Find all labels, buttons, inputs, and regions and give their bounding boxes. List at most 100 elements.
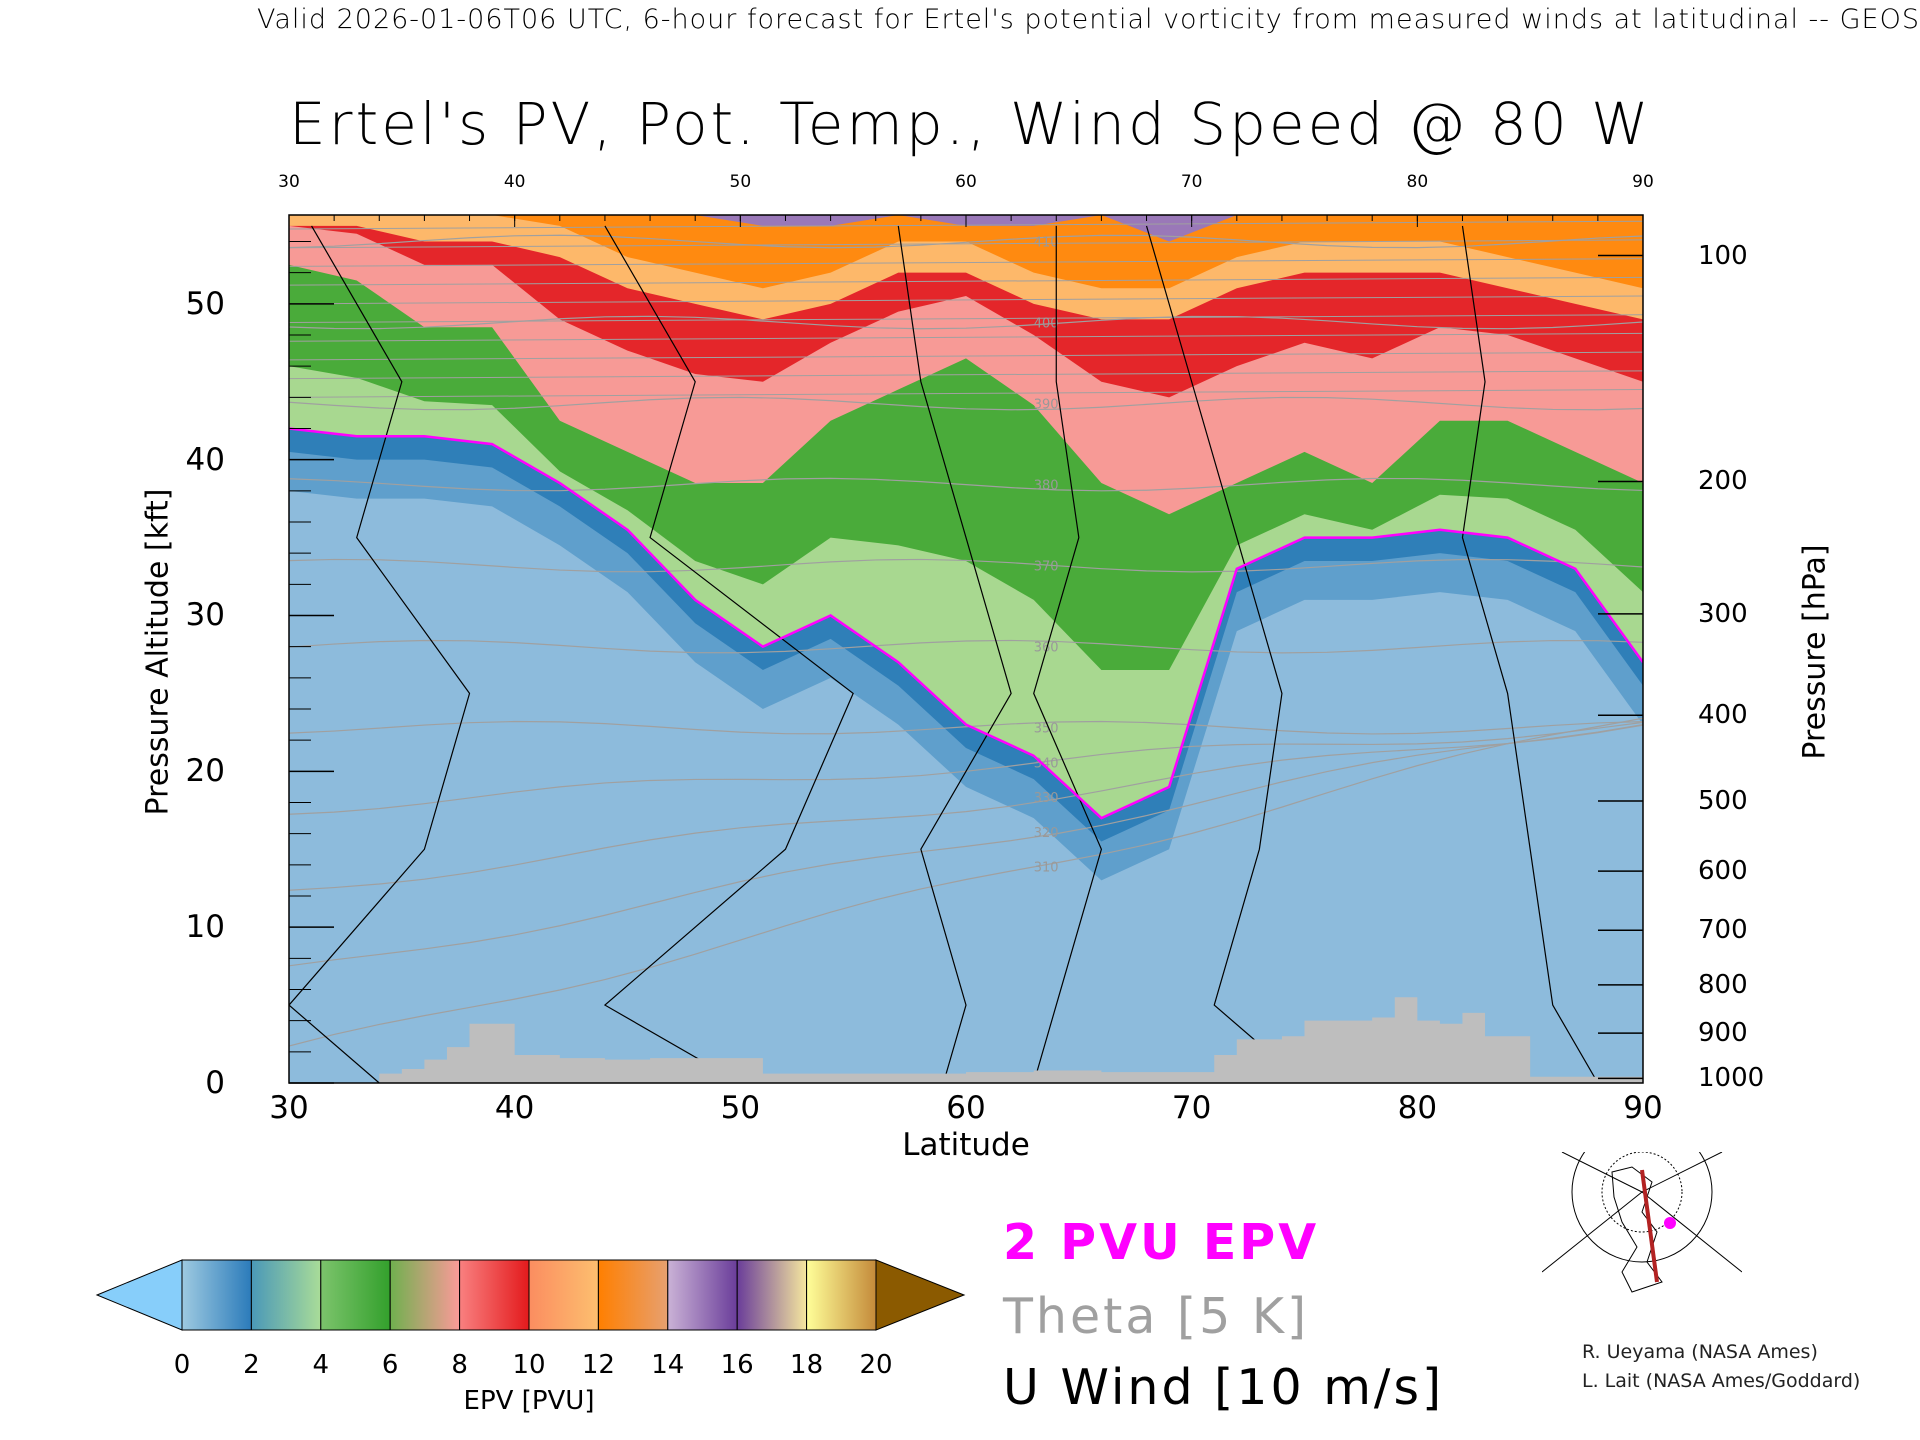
theta-contour: [289, 314, 1643, 324]
top-tick-label: 90: [1632, 172, 1654, 192]
locator-map: [1542, 1152, 1742, 1293]
pressure-tick-label: 700: [1698, 915, 1748, 946]
theta-label: 360: [1034, 641, 1059, 656]
wind-contour: [897, 225, 1012, 1083]
colorbar-under-triangle: [95, 1259, 183, 1331]
map-meridian: [1542, 1191, 1643, 1273]
map-meridian: [1641, 1191, 1742, 1273]
theta-contour: [289, 234, 1643, 249]
theta-contour: [289, 477, 1643, 492]
theta-label: 330: [1034, 791, 1059, 806]
x-tick-label: 50: [720, 1090, 761, 1126]
colorbar-tick-label: 4: [312, 1350, 330, 1380]
pressure-tick-label: 600: [1698, 856, 1748, 887]
pressure-tick-label: 1000: [1698, 1063, 1765, 1094]
map-location-dot: [1664, 1217, 1676, 1229]
colorbar-tick-label: 6: [381, 1350, 399, 1380]
chart-title: Ertel's PV, Pot. Temp., Wind Speed @ 80 …: [289, 90, 1652, 158]
pvu2-contour: [289, 427, 1643, 820]
theta-contour: [289, 558, 1643, 573]
wind-contour: [1145, 225, 1305, 1083]
colorbar-tick-label: 0: [173, 1350, 191, 1380]
x-tick-label: 80: [1397, 1090, 1438, 1126]
map-meridian: [1561, 1152, 1643, 1193]
theta-contour: [289, 396, 1643, 411]
colorbar-tick-label: 16: [720, 1350, 754, 1380]
theta-contour: [289, 724, 1643, 891]
top-tick-label: 80: [1406, 172, 1429, 192]
legend-pvu: 2 PVU EPV: [1003, 1214, 1320, 1271]
colorbar-segment: [320, 1259, 391, 1331]
top-tick-label: 50: [729, 172, 752, 192]
theta-contour: [289, 258, 1643, 267]
theta-contour: [289, 717, 1643, 1047]
colorbar-segment: [181, 1259, 252, 1331]
legend-wind: U Wind [10 m/s]: [1003, 1359, 1445, 1416]
pressure-tick-label: 500: [1698, 785, 1748, 816]
colorbar-tick-label: 12: [581, 1350, 615, 1380]
colorbar-tick-label: 8: [451, 1350, 468, 1380]
colorbar-segment: [459, 1259, 530, 1331]
colorbar-segment: [389, 1259, 461, 1331]
theta-contour: [289, 295, 1643, 305]
map-coastline: [1611, 1166, 1663, 1293]
pressure-tick-label: 100: [1698, 240, 1748, 271]
colorbar-segment: [250, 1259, 322, 1331]
colorbar-segment: [597, 1259, 669, 1331]
pressure-tick-label: 300: [1698, 598, 1748, 629]
theta-contour: [289, 239, 1643, 249]
map-latitude-circle: [1571, 1152, 1713, 1263]
colorbar-tick-label: 20: [859, 1350, 893, 1380]
x-tick-label: 30: [269, 1090, 309, 1126]
theta-contour: [289, 723, 1643, 967]
theta-contour: [289, 639, 1643, 654]
pressure-tick-label: 400: [1698, 700, 1748, 731]
wind-contour: [603, 225, 854, 1083]
y-tick-label: 0: [205, 1065, 225, 1101]
theta-contour: [289, 389, 1643, 398]
y2-axis-title: Pressure [hPa]: [1797, 544, 1833, 760]
colorbar-over-triangle: [875, 1259, 966, 1331]
top-title: Valid 2026-01-06T06 UTC, 6-hour forecast…: [256, 4, 1920, 35]
map-meridian: [1641, 1152, 1723, 1193]
theta-contour: [289, 276, 1643, 286]
colorbar-tick-label: 10: [512, 1350, 546, 1380]
theta-contour: [289, 370, 1643, 380]
colorbar-segment: [736, 1259, 808, 1331]
map-latitude-circle: [1601, 1152, 1683, 1233]
map-cross-section-line: [1640, 1169, 1659, 1283]
pressure-tick-label: 800: [1698, 969, 1748, 1000]
colorbar-tick-label: 2: [243, 1350, 260, 1380]
wind-contour: [1461, 225, 1599, 1083]
colorbar-segment: [806, 1259, 877, 1331]
top-tick-label: 70: [1180, 172, 1203, 192]
terrain: [289, 997, 1643, 1083]
y-tick-label: 30: [185, 597, 225, 634]
y-tick-label: 50: [185, 285, 225, 322]
legend-theta: Theta [5 K]: [1003, 1288, 1310, 1345]
wind-contour: [289, 225, 471, 1083]
y-axis-title: Pressure Altitude [kft]: [140, 488, 176, 816]
colorbar-tick-label: 18: [790, 1350, 824, 1380]
colorbar-tick-label: 14: [651, 1350, 685, 1380]
theta-label: 310: [1034, 861, 1059, 876]
theta-contour: [289, 351, 1643, 361]
x-tick-label: 90: [1623, 1090, 1663, 1126]
theta-contour: [289, 332, 1643, 342]
pressure-tick-label: 900: [1698, 1018, 1748, 1049]
y-tick-label: 10: [185, 909, 225, 946]
theta-label: 320: [1034, 826, 1059, 841]
colorbar-segment: [528, 1259, 599, 1331]
colorbar-segment: [667, 1259, 738, 1331]
credit-line-2: L. Lait (NASA Ames/Goddard): [1582, 1370, 1861, 1392]
theta-label: 350: [1034, 722, 1059, 737]
y-tick-label: 20: [185, 753, 225, 790]
top-tick-label: 40: [503, 172, 526, 192]
x-axis-title: Latitude: [902, 1127, 1030, 1163]
x-tick-label: 60: [946, 1090, 986, 1126]
colorbar-title: EPV [PVU]: [463, 1386, 595, 1416]
theta-label: 380: [1034, 479, 1059, 494]
theta-label: 400: [1034, 317, 1059, 332]
